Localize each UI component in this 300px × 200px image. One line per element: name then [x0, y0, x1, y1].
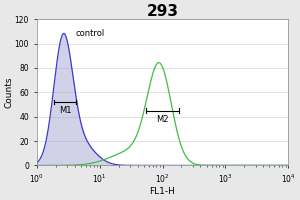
Text: M2: M2: [156, 115, 169, 124]
X-axis label: FL1-H: FL1-H: [150, 187, 175, 196]
Text: control: control: [76, 29, 105, 38]
Title: 293: 293: [147, 4, 178, 19]
Text: M1: M1: [59, 106, 71, 115]
Y-axis label: Counts: Counts: [4, 77, 13, 108]
